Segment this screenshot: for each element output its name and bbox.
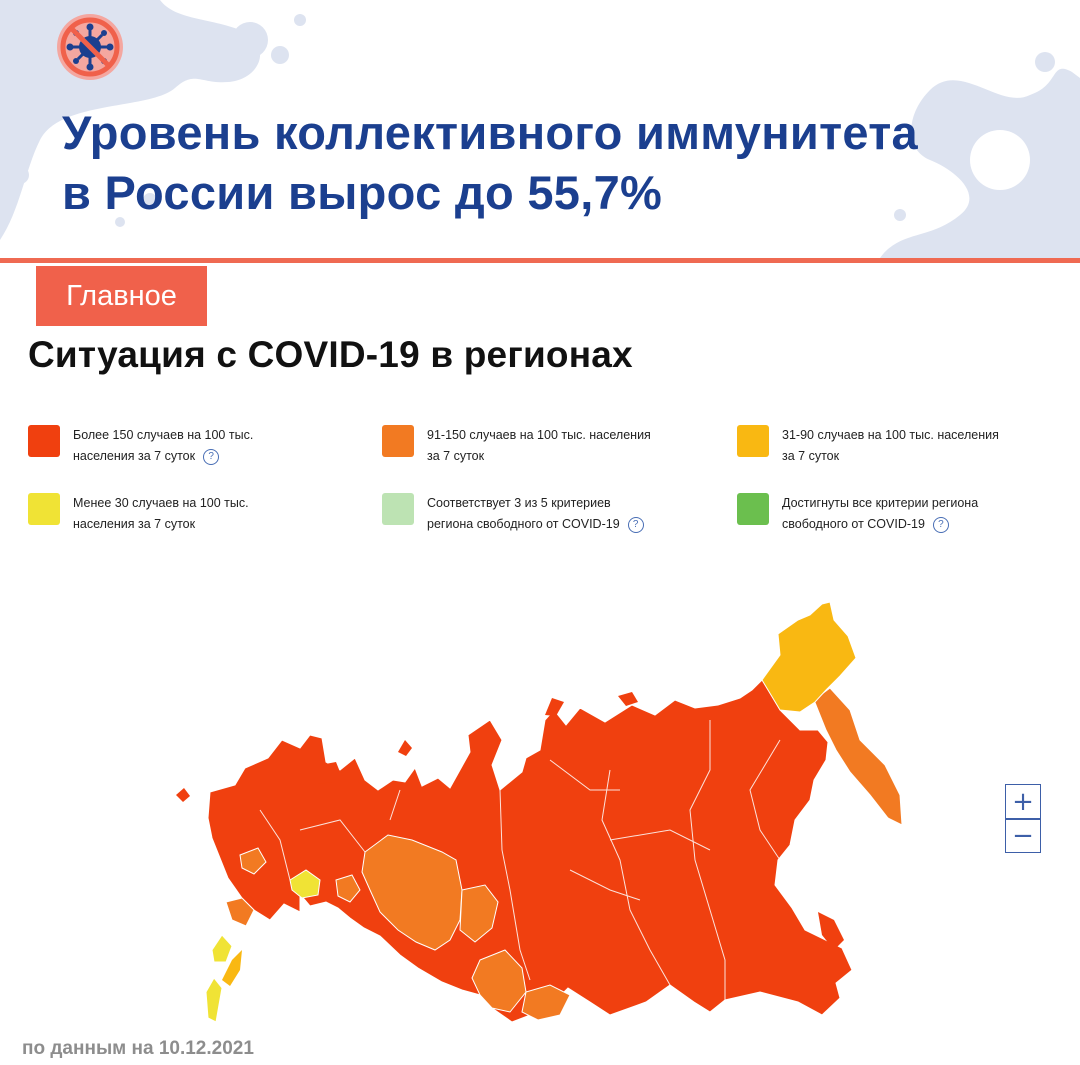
region-medium [459,884,499,943]
legend-item-partial-criteria: Соответствует 3 из 5 критериев региона с… [382,493,644,535]
legend-label-high: Более 150 случаев на 100 тыс. населения … [73,428,254,465]
region-very-low [211,934,233,963]
legend-label-covid-free: Достигнуты все критерии региона свободно… [782,496,979,533]
legend-label-very-low: Менее 30 случаев на 100 тыс. населения з… [73,496,249,531]
region-high [545,698,564,716]
headline: Уровень коллективного иммунитета в Росси… [62,103,918,223]
region-low [222,950,242,986]
region-medium [239,847,267,875]
section-tag[interactable]: Главное [36,266,207,326]
legend-item-medium: 91-150 случаев на 100 тыс. населения за … [382,425,651,467]
region-very-low [289,869,321,899]
region-medium [361,834,463,951]
legend-label-medium: 91-150 случаев на 100 тыс. населения за … [427,428,651,463]
legend-label-low: 31-90 случаев на 100 тыс. населения за 7… [782,428,999,463]
region-medium [335,874,361,903]
zoom-in-button[interactable]: + [1006,785,1040,818]
map-title: Ситуация с COVID-19 в регионах [28,334,633,375]
legend-swatch-covid-free [737,493,769,525]
region-high [398,740,412,756]
legend-item-high: Более 150 случаев на 100 тыс. населения … [28,425,253,467]
russia-regions-map[interactable] [150,590,930,1035]
help-icon[interactable]: ? [203,448,220,465]
region-high [818,912,844,950]
region-high [308,762,340,784]
region-high [618,692,638,706]
legend-label-partial-criteria: Соответствует 3 из 5 критериев региона с… [427,493,644,535]
region-medium [225,897,255,927]
region-very-low [205,977,223,1023]
help-icon[interactable]: ? [627,516,644,533]
region-medium [813,687,903,826]
zoom-out-button[interactable]: − [1006,820,1040,853]
header: Уровень коллективного иммунитета в Росси… [0,0,1080,258]
region-low [761,601,857,713]
header-divider [0,258,1080,263]
zoom-divider [1006,818,1040,820]
crossed-virus-icon [57,14,123,80]
region-high [176,788,190,802]
zoom-control: + − [1005,784,1041,853]
headline-line-1: Уровень коллективного иммунитета [62,106,918,159]
legend-swatch-high [28,425,60,457]
region-medium [471,949,527,1013]
help-icon[interactable]: ? [932,516,949,533]
legend-swatch-medium [382,425,414,457]
legend-swatch-partial-criteria [382,493,414,525]
region-high [207,679,853,1023]
legend-swatch-very-low [28,493,60,525]
legend-swatch-low [737,425,769,457]
legend-item-very-low: Менее 30 случаев на 100 тыс. населения з… [28,493,249,535]
region-medium [521,984,571,1021]
data-date-footnote: по данным на 10.12.2021 [22,1038,254,1059]
legend-item-low: 31-90 случаев на 100 тыс. населения за 7… [737,425,999,467]
legend-item-covid-free: Достигнуты все критерии региона свободно… [737,493,978,535]
headline-line-2: в России вырос до 55,7% [62,166,663,219]
map-legend: Более 150 случаев на 100 тыс. населения … [0,420,1080,550]
